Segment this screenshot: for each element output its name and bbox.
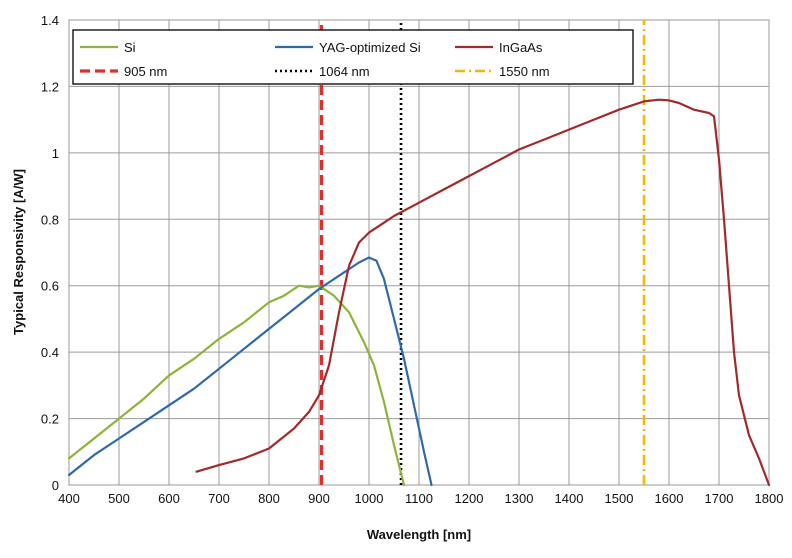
x-tick-label: 500	[108, 491, 130, 506]
x-tick-label: 700	[208, 491, 230, 506]
y-tick-label: 1	[52, 146, 59, 161]
y-axis-title: Typical Responsivity [A/W]	[11, 169, 26, 335]
y-tick-label: 0.2	[41, 412, 59, 427]
gridlines	[68, 19, 770, 486]
legend-label: 1064 nm	[319, 64, 370, 79]
y-tick-labels: 0 0.2 0.4 0.6 0.8 1 1.2 1.4	[41, 13, 59, 493]
series-line-ingaas	[195, 98, 771, 487]
series-line-si	[67, 284, 406, 487]
x-tick-label: 1800	[755, 491, 784, 506]
x-tick-label: 1300	[505, 491, 534, 506]
x-tick-label: 1500	[605, 491, 634, 506]
x-tick-label: 1100	[405, 491, 433, 506]
legend-label: YAG-optimized Si	[319, 40, 421, 55]
x-axis-title: Wavelength [nm]	[367, 527, 471, 542]
y-tick-label: 1.4	[41, 13, 59, 28]
x-tick-label: 600	[158, 491, 180, 506]
x-tick-labels: 400 500 600 700 800 900 1000 1100 1200 1300 1400 15…	[58, 491, 783, 506]
y-tick-label: 0	[52, 478, 59, 493]
legend: Si YAG-optimized Si InGaAs 905 nm 1064 nm 155…	[72, 29, 634, 85]
x-tick-label: 1000	[355, 491, 384, 506]
y-tick-label: 0.6	[41, 279, 59, 294]
y-tick-label: 0.4	[41, 345, 59, 360]
x-tick-label: 1600	[655, 491, 684, 506]
x-tick-label: 900	[308, 491, 330, 506]
y-tick-label: 0.8	[41, 212, 59, 227]
legend-label: 905 nm	[124, 64, 167, 79]
x-tick-label: 1400	[555, 491, 584, 506]
legend-label: 1550 nm	[499, 64, 550, 79]
legend-box	[72, 29, 634, 85]
x-tick-label: 1200	[455, 491, 484, 506]
x-tick-label: 400	[58, 491, 80, 506]
x-tick-label: 1700	[705, 491, 734, 506]
series-line-yag-optimized-si	[67, 256, 433, 487]
x-tick-label: 800	[258, 491, 280, 506]
legend-label: Si	[124, 40, 136, 55]
legend-label: InGaAs	[499, 40, 543, 55]
y-tick-label: 1.2	[41, 79, 59, 94]
series-layer	[67, 20, 771, 487]
